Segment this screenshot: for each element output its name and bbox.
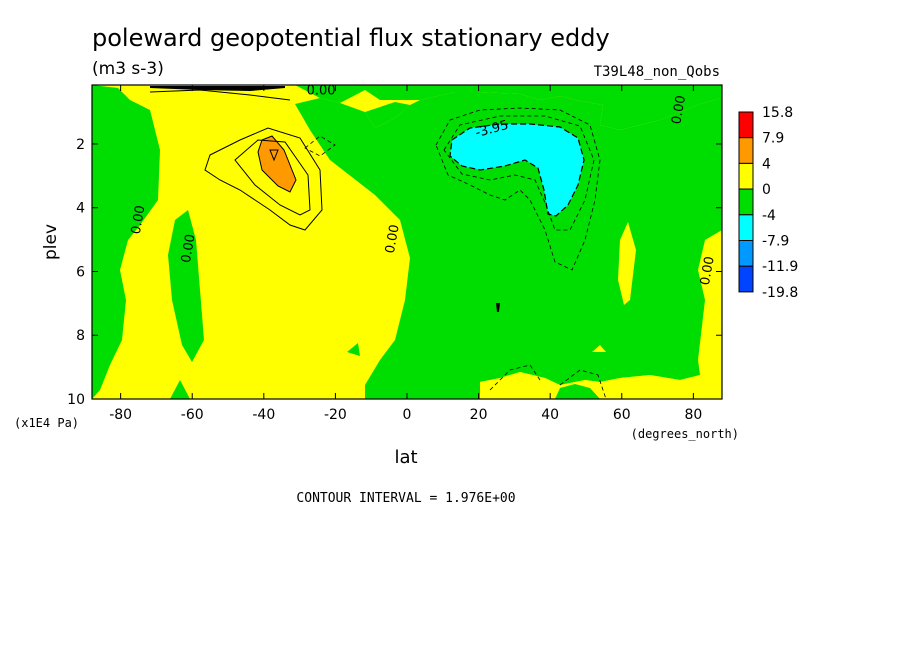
negative-region-north bbox=[295, 85, 722, 130]
colorbar-swatch bbox=[738, 162, 754, 190]
negative-region-main bbox=[295, 92, 722, 399]
contour-triangle bbox=[269, 149, 279, 162]
run-label: T39L48_non_Qobs bbox=[594, 64, 720, 80]
y-tick-label: 8 bbox=[76, 328, 85, 344]
axes-layer: -80 -60 -40 -20 0 20 40 60 80 2 4 6 8 10 bbox=[67, 85, 722, 423]
colorbar-swatch bbox=[738, 111, 754, 139]
contour-label-text: 0.00 bbox=[129, 204, 149, 235]
negative-pocket-small bbox=[347, 343, 360, 356]
colorbar-swatch bbox=[738, 188, 754, 216]
x-tick-label: -80 bbox=[109, 407, 132, 423]
colorbar-swatch bbox=[738, 137, 754, 164]
chart-title: poleward geopotential flux stationary ed… bbox=[92, 24, 610, 52]
contour-positive-inner bbox=[234, 139, 311, 216]
y-tick-label: 4 bbox=[76, 201, 85, 217]
contour-label: 0.00 bbox=[669, 94, 689, 125]
colorbar: 15.8 7.9 4 0 -4 -7.9 -11.9 -19.8 bbox=[738, 105, 798, 301]
x-tick-label: 40 bbox=[541, 407, 559, 423]
negative-strip-south bbox=[168, 210, 204, 362]
contour-label: 0.00 bbox=[307, 84, 336, 99]
positive-pocket-south bbox=[480, 372, 722, 399]
colorbar-level-label: -11.9 bbox=[762, 259, 798, 275]
positive-pocket-small bbox=[592, 345, 606, 352]
x-tick-label: 0 bbox=[403, 407, 412, 423]
colorbar-level-label: -19.8 bbox=[762, 285, 798, 301]
x-units-label: (degrees_north) bbox=[631, 427, 739, 441]
positive-maximum-patch bbox=[257, 135, 297, 193]
colorbar-level-label: -4 bbox=[762, 208, 776, 224]
x-axis-label: lat bbox=[394, 447, 417, 468]
colorbar-level-label: 0 bbox=[762, 182, 771, 198]
marker-dot bbox=[496, 303, 500, 312]
contour-label-text: 0.00 bbox=[179, 233, 199, 264]
colorbar-level-label: 15.8 bbox=[762, 105, 793, 121]
colorbar-swatch bbox=[738, 265, 754, 293]
negative-region-southwest bbox=[92, 85, 160, 399]
negative-pocket-south-1 bbox=[555, 384, 600, 399]
contour-label-text: 0.00 bbox=[698, 255, 718, 286]
contour-label-text: 0.00 bbox=[307, 84, 336, 99]
contour-interval-text: CONTOUR INTERVAL = 1.976E+00 bbox=[296, 491, 515, 506]
y-tick-label: 10 bbox=[67, 392, 85, 408]
contour-negative-south bbox=[489, 364, 607, 399]
colorbar-level-label: -7.9 bbox=[762, 234, 789, 250]
contour-label: 0.00 bbox=[179, 233, 199, 264]
x-tick-label: 60 bbox=[613, 407, 631, 423]
contour-negative-outer bbox=[435, 107, 601, 271]
y-tick-label: 2 bbox=[76, 137, 85, 153]
contour-negative-mid bbox=[443, 115, 595, 231]
negative-pocket-bottom bbox=[170, 380, 190, 399]
positive-pocket-east bbox=[618, 222, 636, 305]
y-units-label: (x1E4 Pa) bbox=[14, 416, 79, 430]
x-tick-label: -60 bbox=[181, 407, 204, 423]
contour-label: 0.00 bbox=[698, 255, 718, 286]
colorbar-swatch bbox=[738, 240, 754, 267]
x-tick-label: -20 bbox=[324, 407, 347, 423]
top-contour-band bbox=[150, 86, 285, 91]
contour-positive-top bbox=[149, 89, 291, 101]
negative-minimum-patch bbox=[449, 123, 585, 217]
x-tick-label: 20 bbox=[470, 407, 488, 423]
contour-label: 0.00 bbox=[129, 204, 149, 235]
colorbar-level-label: 4 bbox=[762, 156, 771, 172]
y-axis-label: plev bbox=[41, 224, 61, 260]
contour-label-layer: 0.00-3.950.000.000.00 0.000.00 bbox=[129, 84, 718, 286]
contour-label-text: 0.00 bbox=[669, 94, 689, 125]
colorbar-level-label: 7.9 bbox=[762, 131, 784, 147]
plot-area: 0.00-3.950.000.000.00 0.000.00 bbox=[92, 84, 722, 399]
contour-positive-outer bbox=[204, 127, 323, 231]
chart-units: (m3 s-3) bbox=[92, 59, 164, 79]
y-tick-label: 6 bbox=[76, 264, 85, 280]
x-tick-label: -40 bbox=[252, 407, 275, 423]
colorbar-swatch bbox=[738, 214, 754, 242]
contour-negative-west bbox=[304, 135, 336, 157]
contour-label: 0.00 bbox=[383, 223, 403, 254]
contour-label-text: 0.00 bbox=[383, 223, 403, 254]
x-tick-label: 80 bbox=[684, 407, 702, 423]
